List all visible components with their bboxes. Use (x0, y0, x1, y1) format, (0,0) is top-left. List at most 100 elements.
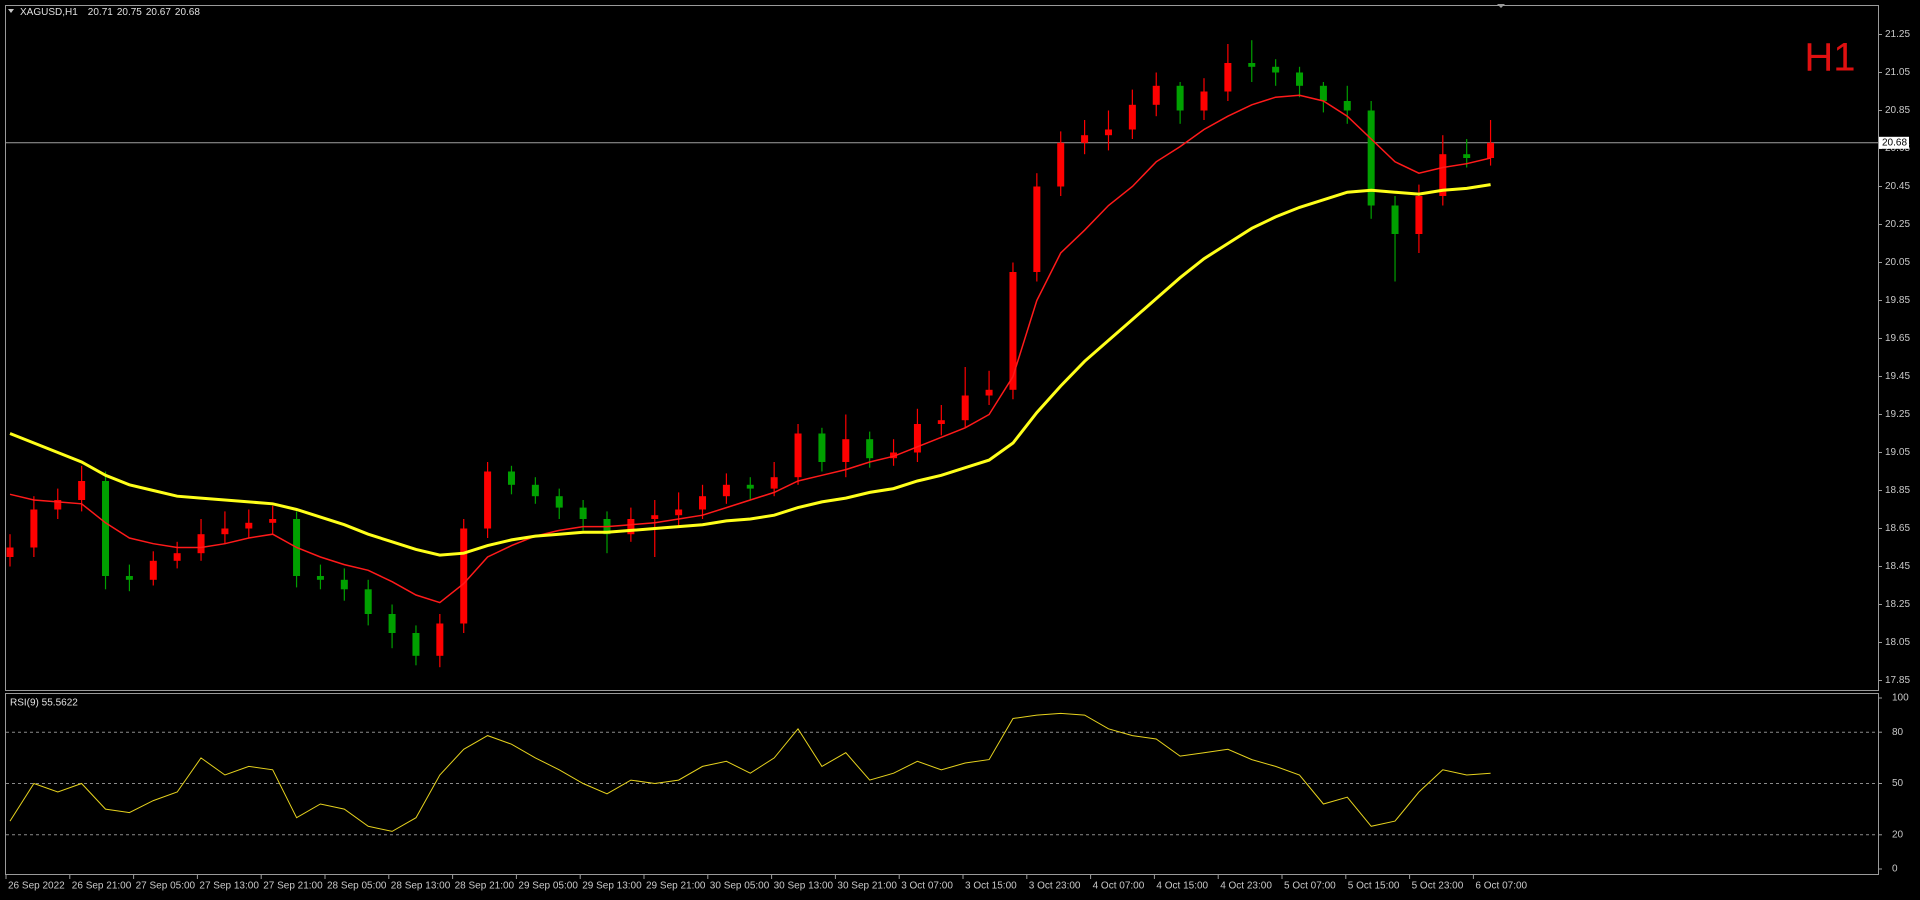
candle-body (102, 481, 110, 576)
candle-body (340, 579, 348, 590)
candle-body (149, 560, 157, 580)
candle-body (54, 500, 62, 510)
candle-body (1343, 101, 1351, 111)
y-tick-label: 20.45 (1885, 181, 1910, 192)
collapse-arrow[interactable] (8, 9, 14, 13)
candle-body (913, 424, 921, 453)
moving-average-line (9, 94, 1491, 604)
candle-body (985, 389, 993, 396)
x-tick-label: 4 Oct 23:00 (1220, 881, 1272, 892)
candle-body (890, 452, 898, 459)
candle-body (1200, 91, 1208, 111)
candle-body (460, 528, 468, 624)
candle-body (245, 522, 253, 529)
candle-body (388, 614, 396, 633)
y-tick-label: 20.05 (1885, 257, 1910, 268)
candle-body (1463, 154, 1471, 158)
x-tick-label: 4 Oct 15:00 (1156, 881, 1208, 892)
header-ohlc-value: 20.68 (175, 7, 200, 18)
x-tick-label: 26 Sep 21:00 (72, 881, 132, 892)
y-tick-label: 20.85 (1885, 105, 1910, 116)
x-tick-label: 27 Sep 21:00 (263, 881, 323, 892)
candle-body (1128, 104, 1136, 130)
y-tick-label: 18.25 (1885, 599, 1910, 610)
x-tick-label: 26 Sep 2022 (8, 881, 65, 892)
candle-body (1081, 135, 1089, 143)
x-tick-label: 27 Sep 13:00 (199, 881, 259, 892)
candle-body (221, 528, 229, 535)
candle-body (1009, 272, 1017, 390)
x-tick-label: 28 Sep 13:00 (391, 881, 451, 892)
candle-body (627, 519, 635, 535)
x-tick-label: 28 Sep 21:00 (455, 881, 515, 892)
rsi-title: RSI(9) 55.5622 (10, 698, 78, 709)
y-tick-label: 21.25 (1885, 29, 1910, 40)
candle-body (30, 509, 38, 548)
timeframe-label: H1 (1804, 36, 1855, 80)
candle-body (842, 439, 850, 462)
candle-body (1176, 85, 1184, 111)
candle-body (507, 471, 515, 485)
y-tick-label: 20.25 (1885, 219, 1910, 230)
candle-body (484, 471, 492, 529)
rsi-y-tick-label: 20 (1892, 829, 1904, 840)
header-ohlc-value: 20.71 (88, 7, 113, 18)
candle-body (866, 439, 874, 459)
x-tick-label: 5 Oct 15:00 (1348, 881, 1400, 892)
candle-body (1319, 85, 1327, 101)
x-tick-label: 3 Oct 23:00 (1029, 881, 1081, 892)
y-tick-label: 18.45 (1885, 561, 1910, 572)
candle-body (794, 433, 802, 478)
candle-body (531, 484, 539, 497)
candle-body (1487, 142, 1495, 158)
candle-body (746, 484, 754, 489)
candle-body (1104, 129, 1112, 136)
current-price-label: 20.68 (1882, 137, 1907, 148)
y-tick-label: 19.25 (1885, 409, 1910, 420)
x-tick-label: 29 Sep 05:00 (518, 881, 578, 892)
candle-body (1224, 63, 1232, 92)
moving-average-line (9, 183, 1491, 557)
y-tick-label: 18.05 (1885, 637, 1910, 648)
candle-body (555, 496, 563, 508)
candle-body (579, 507, 587, 519)
candle-body (699, 496, 707, 510)
x-tick-label: 27 Sep 05:00 (136, 881, 196, 892)
candle-body (1248, 63, 1256, 67)
y-tick-label: 19.85 (1885, 295, 1910, 306)
x-tick-label: 29 Sep 21:00 (646, 881, 706, 892)
candle-body (173, 553, 181, 561)
x-tick-label: 30 Sep 21:00 (837, 881, 897, 892)
candle-body (1439, 154, 1447, 196)
y-tick-label: 18.65 (1885, 523, 1910, 534)
x-tick-label: 30 Sep 13:00 (774, 881, 834, 892)
candle-body (1272, 66, 1280, 73)
candle-body (722, 484, 730, 497)
rsi-y-tick-label: 100 (1892, 693, 1909, 704)
candle-body (197, 534, 205, 554)
y-tick-label: 17.85 (1885, 675, 1910, 686)
x-tick-label: 30 Sep 05:00 (710, 881, 770, 892)
symbol: XAGUSD,H1 (20, 7, 78, 18)
x-tick-label: 29 Sep 13:00 (582, 881, 642, 892)
chart-header: XAGUSD,H1 20.71 20.75 20.67 20.68 (20, 7, 200, 18)
x-tick-label: 3 Oct 07:00 (901, 881, 953, 892)
candle-body (651, 515, 659, 519)
x-tick-label: 5 Oct 23:00 (1412, 881, 1464, 892)
candle-body (1152, 85, 1160, 105)
x-tick-label: 3 Oct 15:00 (965, 881, 1017, 892)
y-tick-label: 19.05 (1885, 447, 1910, 458)
rsi-y-tick-label: 50 (1892, 778, 1904, 789)
candle-body (937, 420, 945, 424)
x-tick-label: 4 Oct 07:00 (1093, 881, 1145, 892)
x-tick-label: 5 Oct 07:00 (1284, 881, 1336, 892)
candle-body (1391, 205, 1399, 234)
y-tick-label: 19.45 (1885, 371, 1910, 382)
price-panel-frame (5, 5, 1879, 691)
current-price-box (1879, 136, 1909, 149)
header-ohlc-value: 20.67 (146, 7, 171, 18)
candle-body (1033, 186, 1041, 272)
